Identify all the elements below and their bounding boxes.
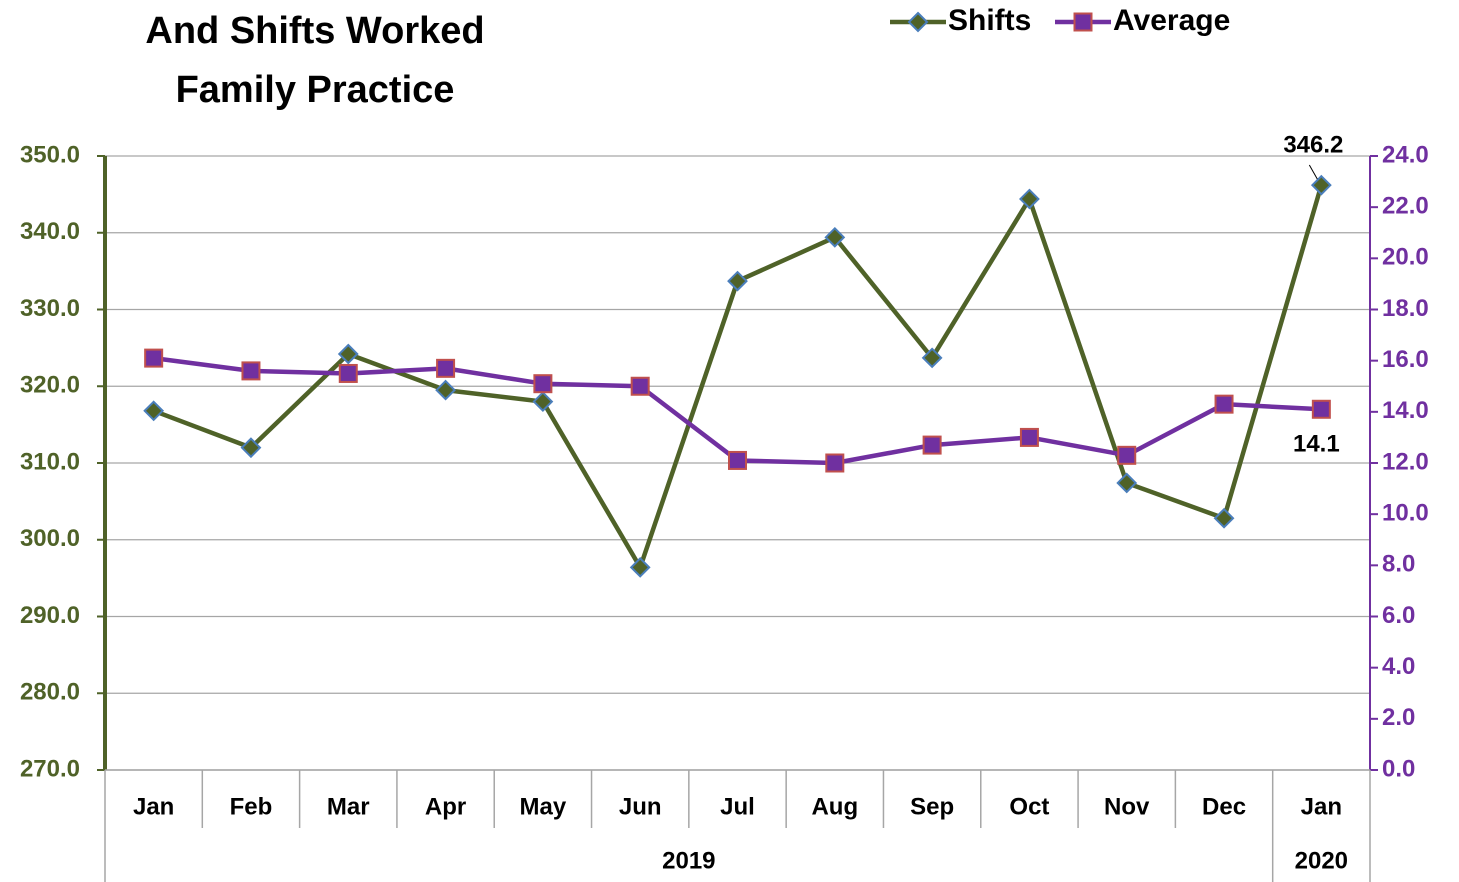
legend-marker [1073,12,1093,32]
x-tick-label: Jan [1301,793,1342,820]
chart-title: And Shifts Worked [145,10,484,52]
y2-tick-label: 0.0 [1382,755,1415,782]
group-label: 2019 [662,847,715,874]
x-tick-label: Jul [720,793,755,820]
point [1116,472,1138,494]
y2-tick-label: 8.0 [1382,551,1415,578]
y2-tick-label: 6.0 [1382,602,1415,629]
point [1311,399,1331,419]
y-tick-label: 330.0 [20,295,80,322]
point [921,347,943,369]
point [629,556,651,578]
x-tick-label: Apr [425,793,466,820]
x-tick-label: Nov [1104,793,1150,820]
point [825,453,845,473]
y2-tick-label: 22.0 [1382,193,1429,220]
point [1019,427,1039,447]
point [240,437,262,459]
y-tick-label: 280.0 [20,679,80,706]
y-tick-label: 310.0 [20,448,80,475]
point [1213,507,1235,529]
y2-tick-label: 2.0 [1382,704,1415,731]
point [1117,445,1137,465]
point [922,435,942,455]
y-tick-label: 350.0 [20,141,80,168]
point [630,376,650,396]
y-tick-label: 320.0 [20,372,80,399]
point [337,343,359,365]
y2-tick-label: 20.0 [1382,244,1429,271]
point [435,379,456,401]
x-tick-label: Feb [230,793,273,820]
y2-tick-label: 24.0 [1382,141,1429,168]
x-tick-label: Oct [1009,793,1049,820]
point [533,374,553,394]
y-tick-label: 290.0 [20,602,80,629]
y2-tick-label: 12.0 [1382,448,1429,475]
point [144,348,164,368]
x-tick-label: Mar [327,793,370,820]
y2-tick-label: 10.0 [1382,500,1429,527]
y2-tick-label: 4.0 [1382,653,1415,680]
series-line [153,355,1322,466]
point [824,226,846,248]
x-tick-label: Jun [619,793,662,820]
y-tick-label: 270.0 [20,755,80,782]
x-tick-label: Jan [133,793,174,820]
point [143,400,165,422]
x-tick-label: Dec [1202,793,1246,820]
point [338,363,358,383]
legend-marker [907,11,929,33]
legend-label: Shifts [948,4,1031,37]
y2-tick-label: 16.0 [1382,346,1429,373]
data-label: 346.2 [1283,132,1343,159]
y-tick-label: 300.0 [20,525,80,552]
group-label: 2020 [1295,847,1348,874]
point [1310,174,1332,196]
chart-title: Family Practice [176,69,455,111]
point [727,270,748,292]
y2-tick-label: 18.0 [1382,295,1429,322]
point [436,358,456,378]
x-tick-label: Aug [811,793,858,820]
series-line [152,184,1324,570]
point [728,450,747,470]
point [241,361,261,381]
point [532,391,554,413]
point [1214,394,1234,414]
x-tick-label: Sep [910,793,954,820]
x-tick-label: May [520,793,567,820]
label-leader [1308,164,1318,180]
point [1019,188,1040,210]
legend-label: Average [1113,4,1230,37]
y2-tick-label: 14.0 [1382,397,1429,424]
data-label: 14.1 [1293,431,1340,458]
y-tick-label: 340.0 [20,218,80,245]
